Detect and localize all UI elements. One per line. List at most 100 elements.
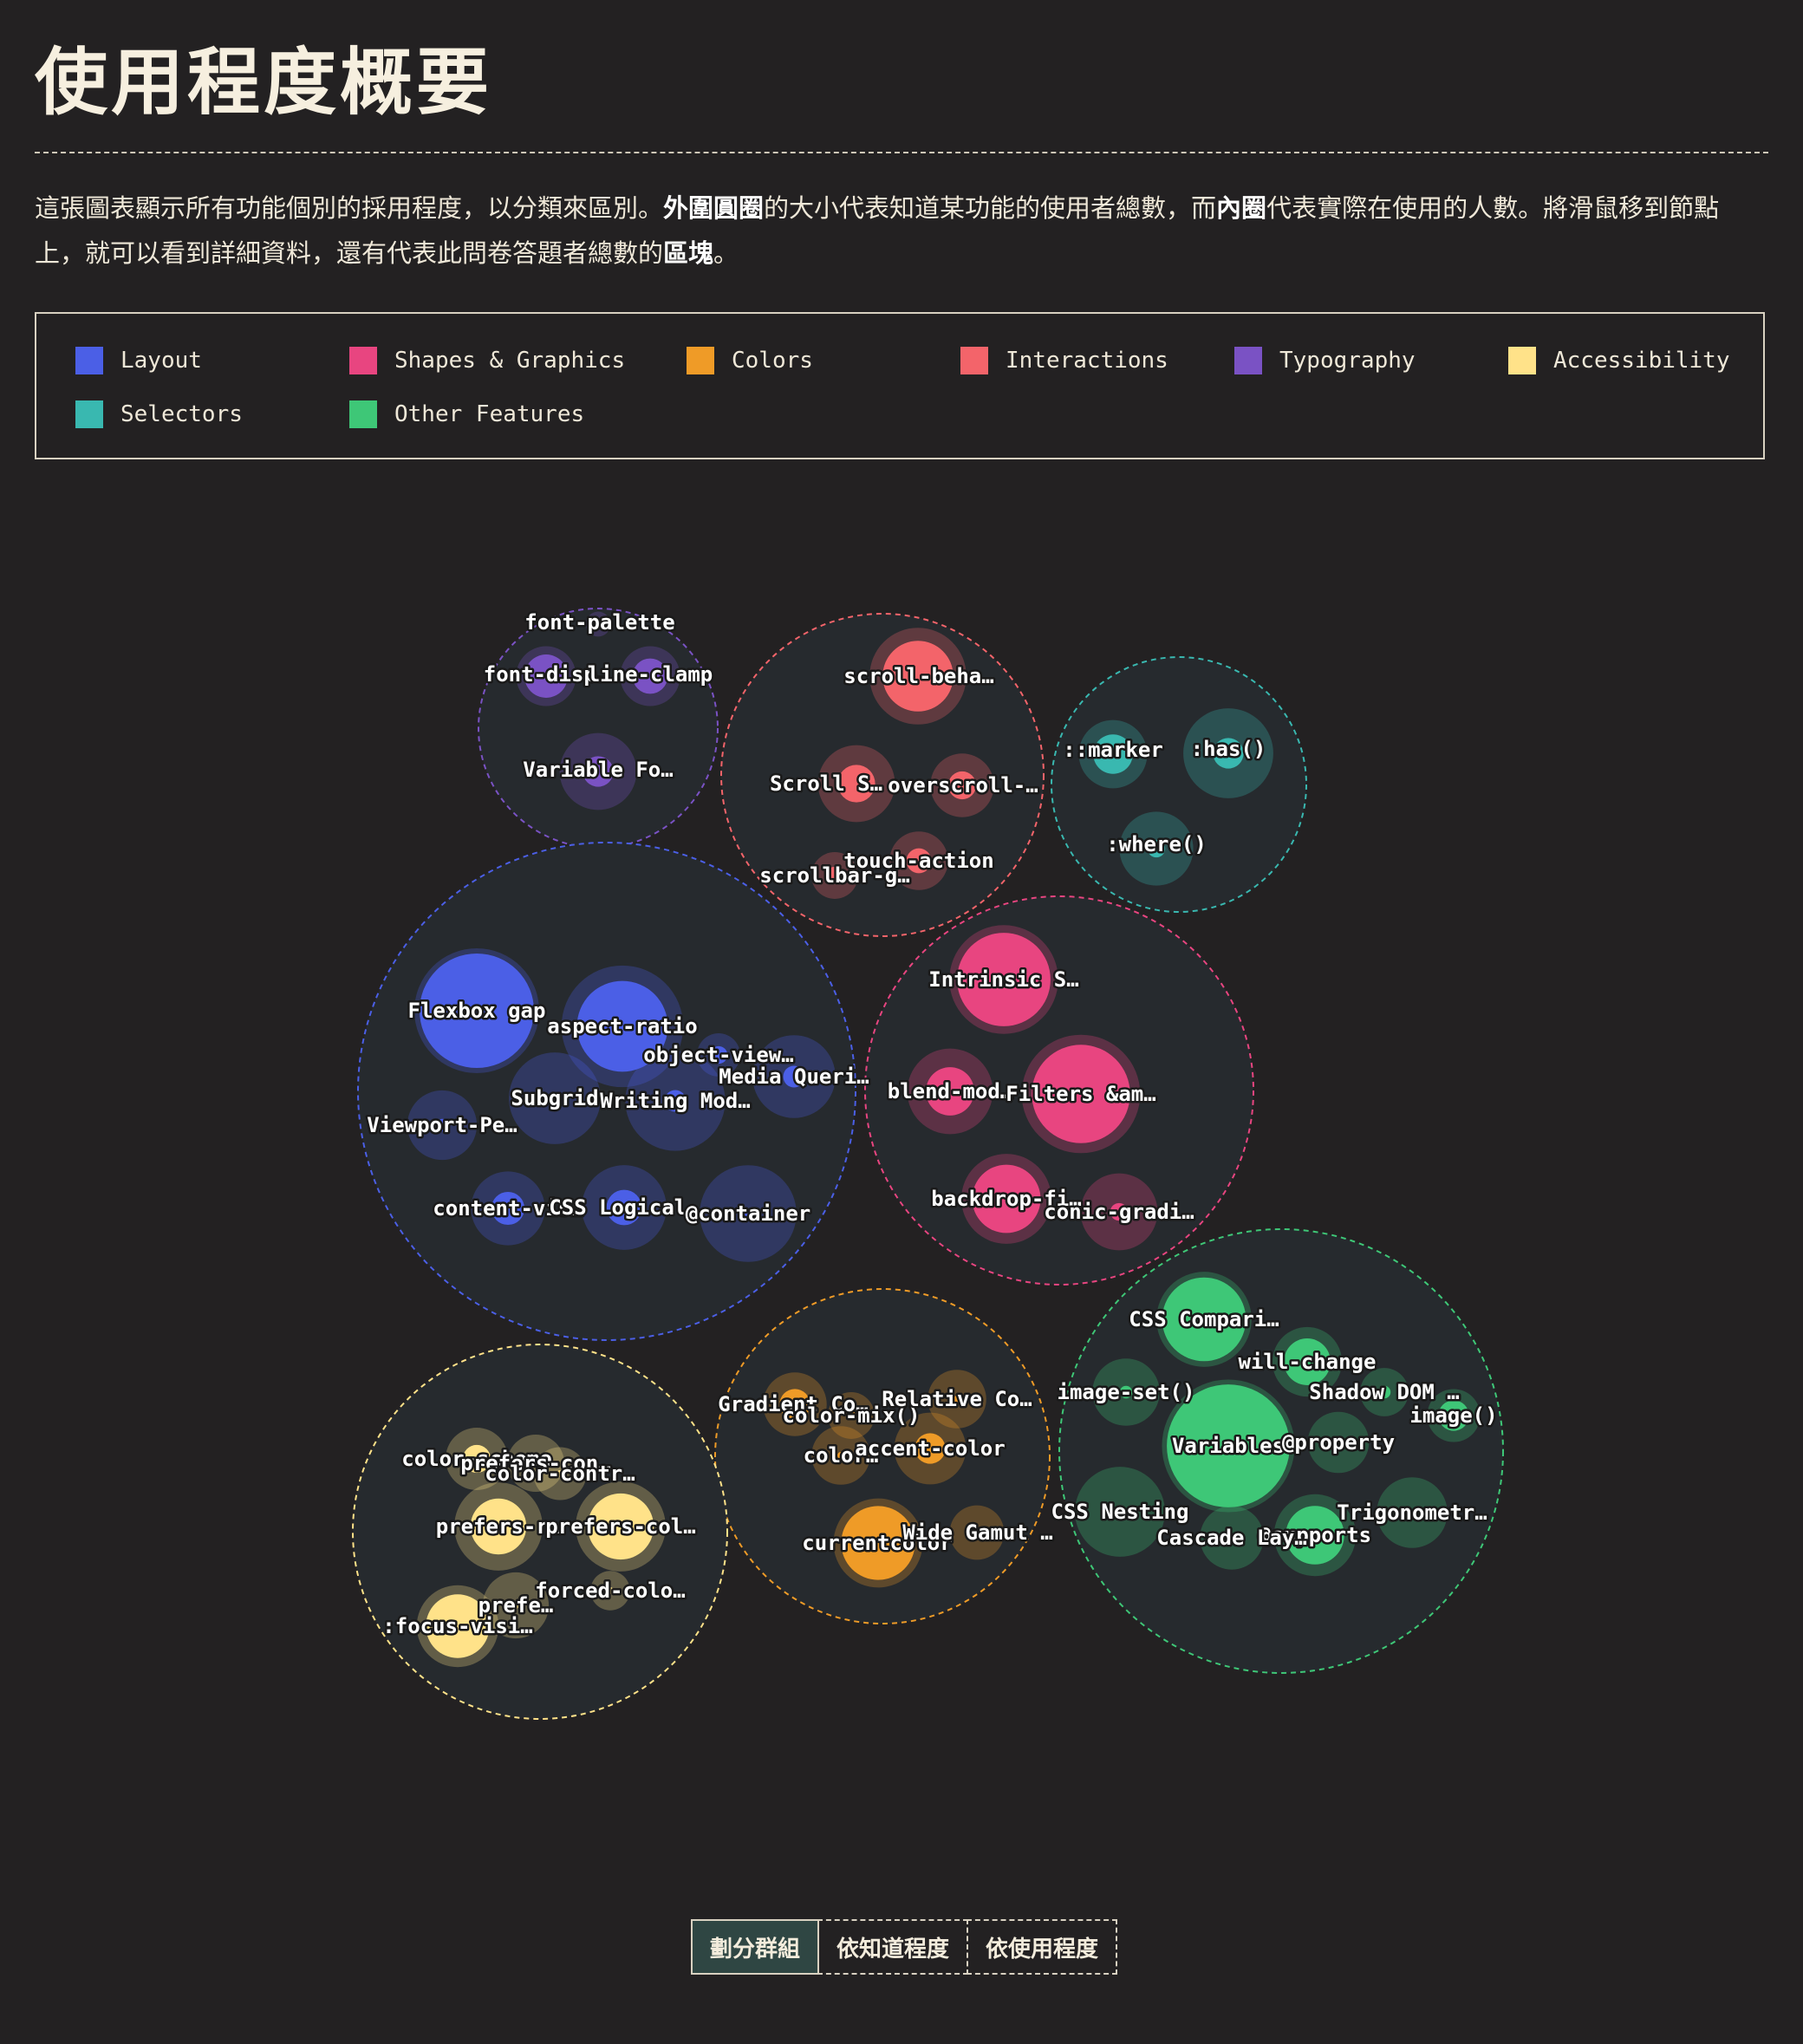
usage-circle[interactable] <box>1438 1400 1469 1431</box>
feature-bubble[interactable] <box>1200 1506 1264 1570</box>
usage-circle[interactable] <box>972 1164 1041 1234</box>
usage-circle[interactable] <box>491 1191 525 1226</box>
feature-bubble[interactable] <box>1307 1411 1370 1474</box>
usage-circle[interactable] <box>947 771 977 800</box>
feature-bubble[interactable] <box>533 1447 587 1500</box>
feature-bubble[interactable] <box>700 1165 797 1262</box>
usage-circle[interactable] <box>576 980 668 1072</box>
usage-circle[interactable] <box>926 1067 974 1116</box>
usage-circle[interactable] <box>709 1045 728 1064</box>
usage-circle[interactable] <box>825 866 844 885</box>
feature-bubble[interactable] <box>1080 1173 1158 1251</box>
usage-circle[interactable] <box>1119 1385 1133 1399</box>
feature-bubble[interactable] <box>1183 708 1273 798</box>
view-toggle-button[interactable]: 依知道程度 <box>817 1919 969 1975</box>
usage-circle[interactable] <box>420 954 534 1068</box>
usage-circle[interactable] <box>583 756 614 787</box>
usage-circle[interactable] <box>957 933 1051 1026</box>
feature-bubble[interactable] <box>516 646 576 706</box>
feature-bubble[interactable] <box>561 965 684 1088</box>
feature-bubble[interactable] <box>928 1370 986 1429</box>
usage-circle[interactable] <box>837 1452 844 1459</box>
feature-bubble[interactable] <box>907 1048 993 1135</box>
usage-circle[interactable] <box>837 765 875 803</box>
usage-circle[interactable] <box>1162 1277 1246 1362</box>
feature-bubble[interactable] <box>869 628 967 725</box>
feature-bubble[interactable] <box>1156 1272 1252 1367</box>
feature-bubble[interactable] <box>416 1585 499 1668</box>
feature-bubble[interactable] <box>507 1435 564 1492</box>
usage-circle[interactable] <box>462 1444 491 1474</box>
usage-circle[interactable] <box>973 1529 980 1536</box>
usage-circle[interactable] <box>1093 734 1133 774</box>
feature-bubble[interactable] <box>414 948 539 1073</box>
usage-circle[interactable] <box>745 1210 752 1217</box>
feature-bubble[interactable] <box>1273 1494 1357 1577</box>
feature-bubble[interactable] <box>1119 811 1194 886</box>
usage-circle[interactable] <box>882 641 954 712</box>
usage-circle[interactable] <box>954 1396 960 1403</box>
usage-circle[interactable] <box>1167 1384 1290 1507</box>
usage-circle[interactable] <box>664 1090 687 1112</box>
usage-circle[interactable] <box>1032 1045 1130 1143</box>
feature-bubble[interactable] <box>559 732 637 810</box>
feature-bubble[interactable] <box>454 1482 543 1571</box>
usage-circle[interactable] <box>1110 1202 1129 1221</box>
feature-bubble[interactable] <box>930 753 994 817</box>
feature-bubble[interactable] <box>961 1154 1051 1244</box>
view-toggle-button[interactable]: 依使用程度 <box>967 1919 1118 1975</box>
usage-circle[interactable] <box>435 1118 449 1132</box>
feature-bubble[interactable] <box>582 1165 667 1250</box>
usage-circle[interactable] <box>548 1091 562 1105</box>
feature-bubble[interactable] <box>949 925 1058 1034</box>
usage-circle[interactable] <box>557 1470 563 1477</box>
usage-circle[interactable] <box>426 1594 490 1658</box>
feature-bubble[interactable] <box>1021 1034 1141 1154</box>
feature-bubble[interactable] <box>482 1572 550 1639</box>
feature-bubble[interactable] <box>1162 1379 1295 1513</box>
feature-bubble[interactable] <box>590 1571 630 1611</box>
feature-bubble[interactable] <box>828 1392 875 1439</box>
feature-bubble[interactable] <box>407 1090 478 1161</box>
usage-circle[interactable] <box>512 1602 519 1609</box>
feature-bubble[interactable] <box>1272 1326 1343 1397</box>
feature-bubble[interactable] <box>949 1505 1005 1560</box>
usage-circle[interactable] <box>1286 1506 1344 1565</box>
usage-circle[interactable] <box>1115 1507 1125 1517</box>
usage-circle[interactable] <box>1335 1439 1342 1446</box>
feature-bubble[interactable] <box>625 1051 726 1151</box>
usage-circle[interactable] <box>530 1458 541 1468</box>
usage-circle[interactable] <box>470 1498 527 1555</box>
feature-bubble[interactable] <box>1078 719 1148 789</box>
usage-circle[interactable] <box>846 1410 856 1421</box>
feature-bubble[interactable] <box>1360 1368 1409 1416</box>
usage-circle[interactable] <box>1147 839 1166 858</box>
usage-circle[interactable] <box>779 1389 810 1420</box>
feature-bubble[interactable] <box>1427 1389 1481 1442</box>
feature-bubble[interactable] <box>620 646 680 706</box>
feature-bubble[interactable] <box>697 1033 740 1077</box>
feature-bubble[interactable] <box>509 1052 601 1144</box>
feature-bubble[interactable] <box>889 831 948 890</box>
usage-circle[interactable] <box>841 1506 915 1580</box>
usage-circle[interactable] <box>1284 1338 1331 1385</box>
usage-circle[interactable] <box>1228 1534 1235 1541</box>
feature-bubble[interactable] <box>763 1372 827 1436</box>
feature-bubble[interactable] <box>752 1035 836 1118</box>
usage-circle[interactable] <box>1213 738 1244 769</box>
usage-circle[interactable] <box>587 1493 654 1560</box>
usage-circle[interactable] <box>1409 1509 1416 1516</box>
feature-bubble[interactable] <box>471 1171 545 1246</box>
usage-circle[interactable] <box>906 848 932 874</box>
feature-bubble[interactable] <box>585 611 611 637</box>
feature-bubble[interactable] <box>894 1412 967 1485</box>
feature-bubble[interactable] <box>1075 1467 1165 1557</box>
usage-circle[interactable] <box>606 1189 642 1226</box>
feature-bubble[interactable] <box>817 745 895 823</box>
usage-circle[interactable] <box>593 619 603 629</box>
feature-bubble[interactable] <box>811 1426 870 1485</box>
feature-bubble[interactable] <box>1092 1358 1160 1426</box>
feature-bubble[interactable] <box>833 1498 923 1588</box>
feature-bubble[interactable] <box>811 852 858 899</box>
usage-circle[interactable] <box>915 1433 946 1464</box>
